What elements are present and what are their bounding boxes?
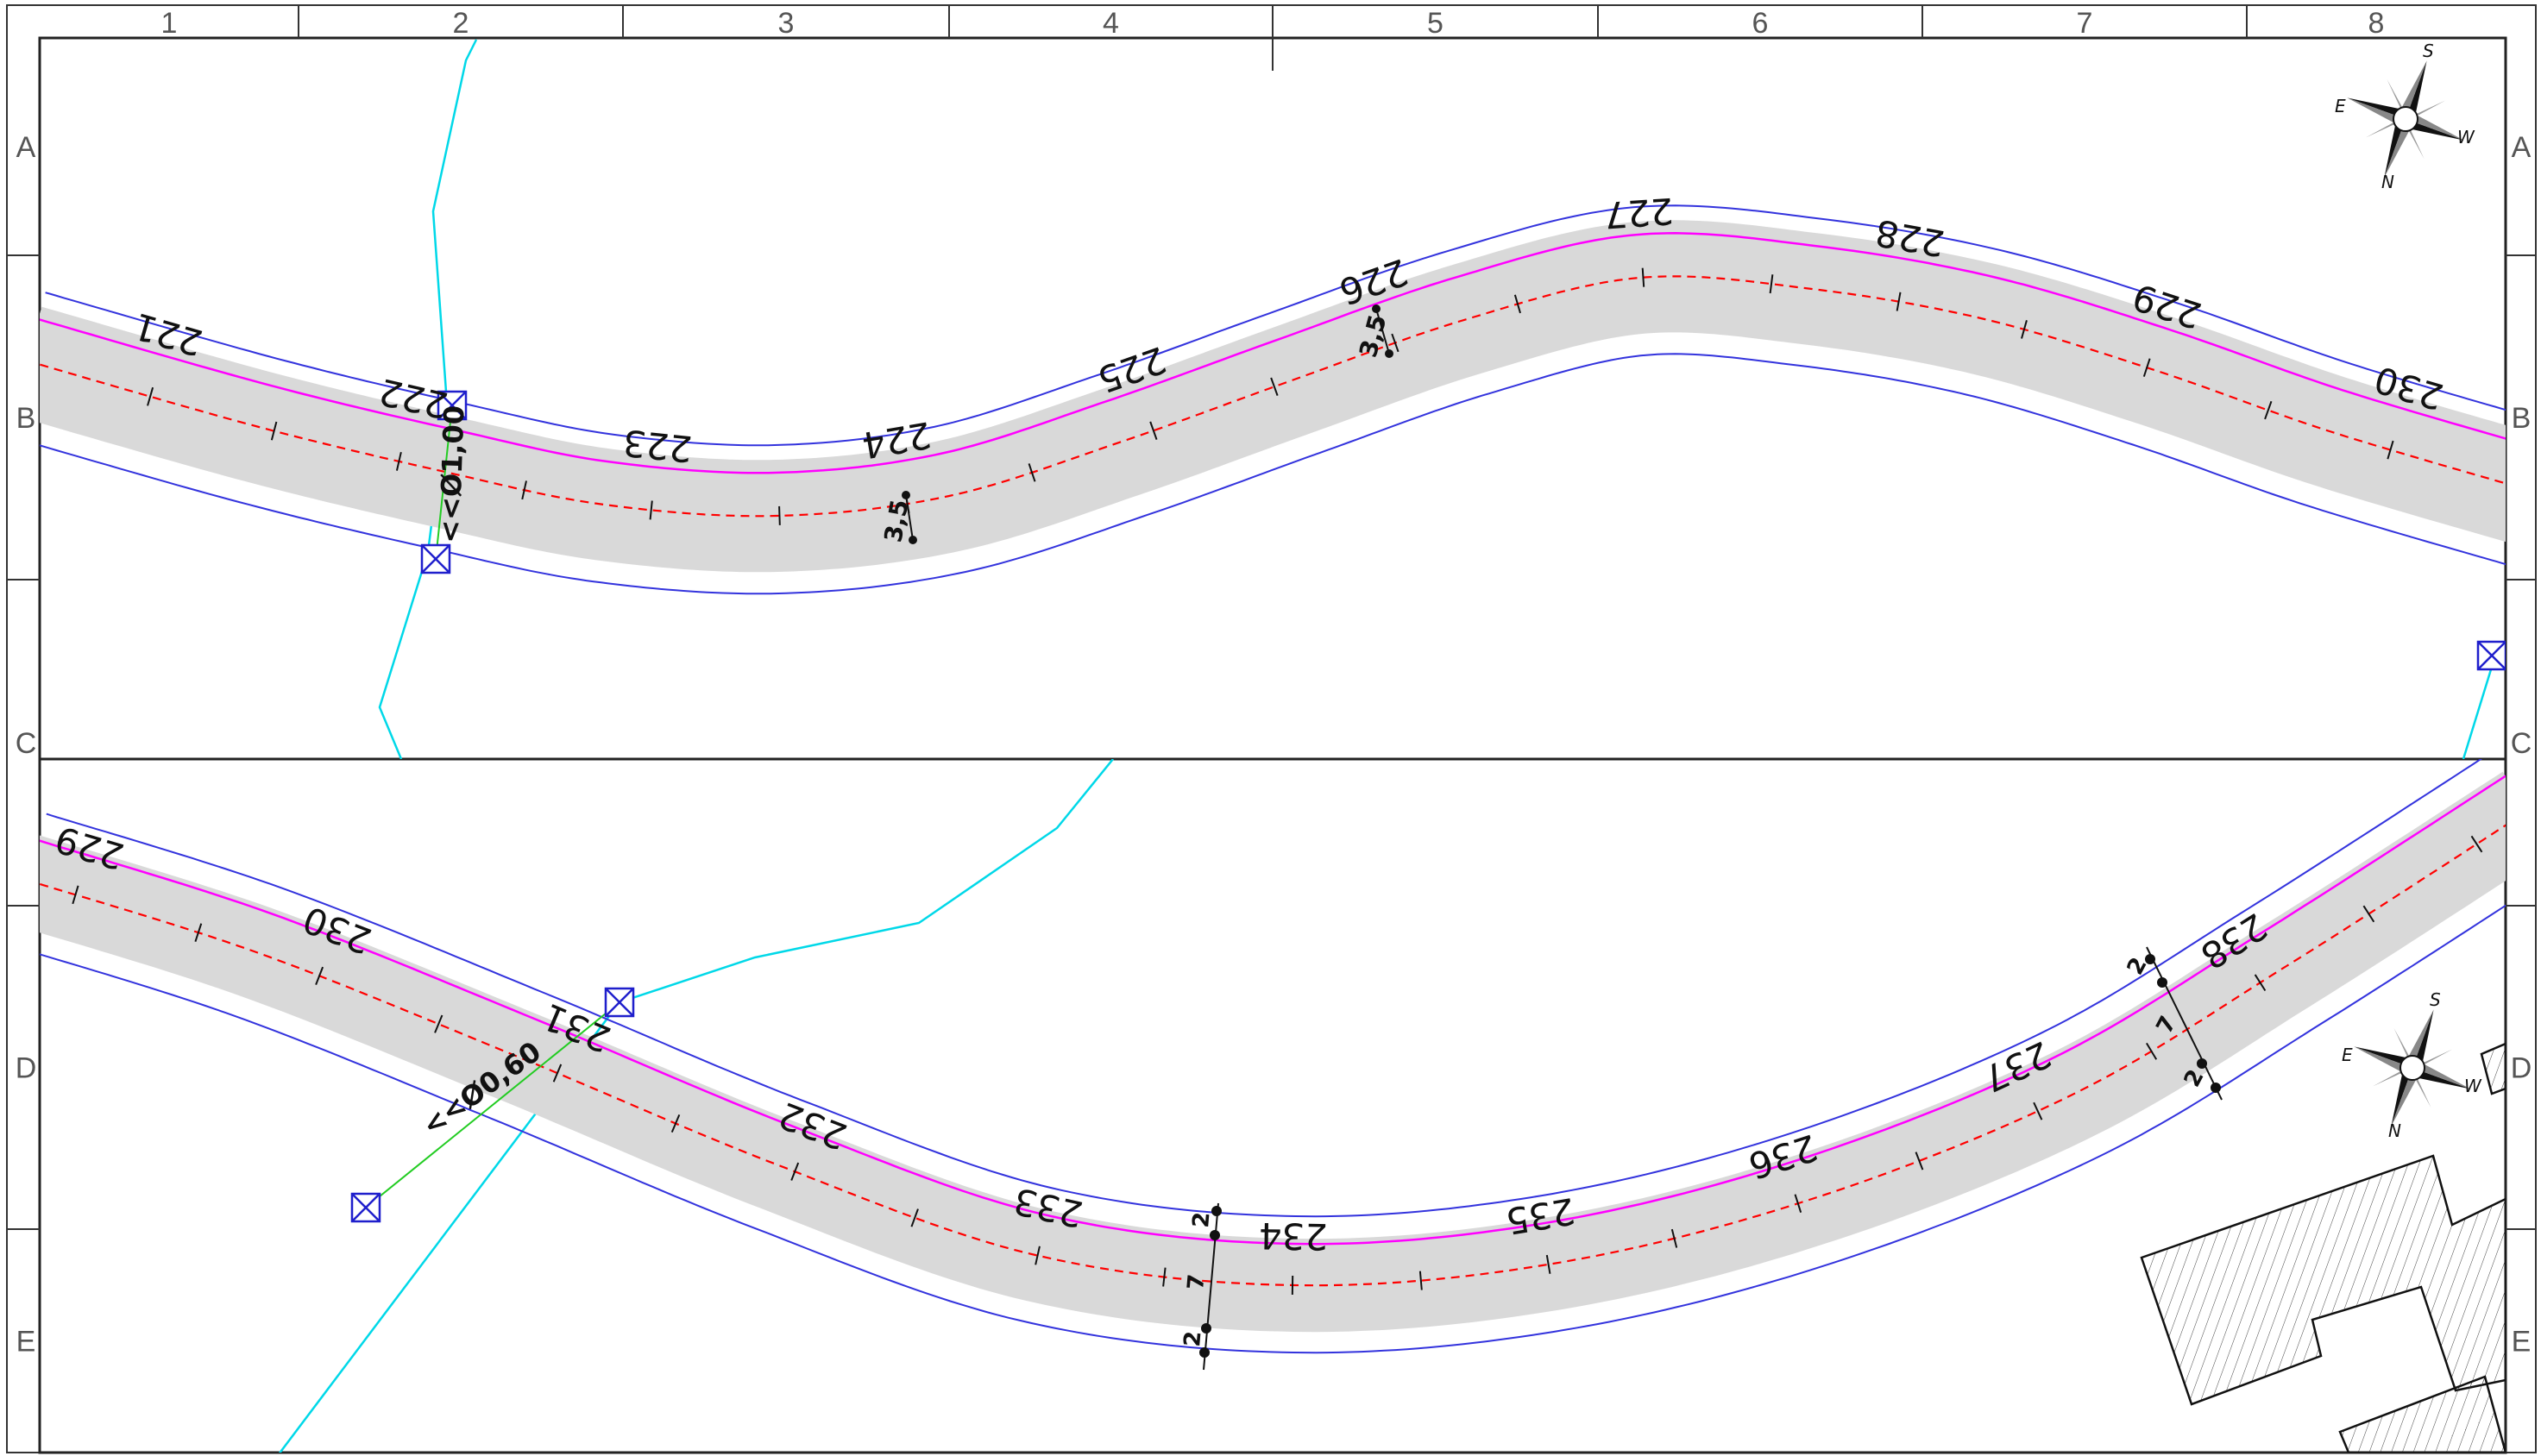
culvert-top <box>435 405 453 560</box>
svg-text:S: S <box>2430 989 2441 1010</box>
grid-row-label: D <box>16 1052 37 1085</box>
grid-column-label: 3 <box>778 7 795 40</box>
road-edge-line-top <box>40 232 2506 474</box>
grid-row-label: B <box>16 402 36 435</box>
manhole-icon[interactable] <box>420 543 451 574</box>
station-ticks-bottom <box>72 835 2483 1295</box>
grid-row-label: B <box>2512 402 2532 435</box>
grid-row-label: C <box>16 727 37 760</box>
width-label: 7 <box>1183 1273 1210 1291</box>
offset-line-top-lower <box>40 353 2506 595</box>
grid-row-label: E <box>2512 1326 2532 1359</box>
manhole-icon[interactable] <box>350 1192 381 1223</box>
svg-text:W: W <box>2457 127 2475 147</box>
cross-section-marker-1 <box>1199 1202 1222 1371</box>
offset-line-bottom-upper <box>46 759 2483 1218</box>
station-label: 227 <box>1603 190 1675 236</box>
culvert-bottom <box>365 1001 620 1208</box>
water-line-top-b <box>2462 655 2497 759</box>
compass-icon: S E W N <box>2335 41 2475 192</box>
pipe-label-top: <<Ø1,00 <box>433 405 471 543</box>
grid-column-label: 5 <box>1427 7 1443 40</box>
svg-text:N: N <box>2388 1120 2401 1141</box>
compass-icon: S E W N <box>2342 989 2482 1141</box>
manhole-icon[interactable] <box>2476 640 2506 671</box>
grid-column-label: 4 <box>1103 7 1119 40</box>
manhole-icon[interactable] <box>604 987 635 1018</box>
grid-column-label: 2 <box>453 7 469 40</box>
offset-line-bottom-lower <box>40 904 2506 1354</box>
plan-panel-top <box>40 39 2506 759</box>
grid-column-label: 1 <box>161 7 178 40</box>
grid-row-label: A <box>2512 131 2532 164</box>
grid-column-label: 8 <box>2368 7 2385 40</box>
svg-text:N: N <box>2381 172 2394 192</box>
building-footprints <box>2140 1042 2506 1453</box>
cross-section-marker-2 <box>2145 946 2223 1101</box>
centerline-top <box>40 275 2506 518</box>
grid-column-labels: 1 2 3 4 5 6 7 8 <box>161 7 2385 40</box>
svg-text:E: E <box>2342 1045 2353 1065</box>
svg-text:S: S <box>2423 41 2434 61</box>
centerline-bottom <box>40 824 2506 1287</box>
station-label: 223 <box>621 421 695 470</box>
grid-row-label: D <box>2511 1052 2532 1085</box>
sheet-frame <box>6 4 2537 1454</box>
grid-row-label: E <box>16 1326 36 1359</box>
plan-panel-bottom <box>40 759 2506 1453</box>
grid-column-label: 7 <box>2077 7 2093 40</box>
offset-dimension-2 <box>1372 304 1393 358</box>
grid-row-label: A <box>16 131 36 164</box>
width-label: 2 <box>1188 1211 1215 1229</box>
station-label: 234 <box>1258 1214 1328 1258</box>
grid-column-label: 6 <box>1752 7 1769 40</box>
svg-text:E: E <box>2335 96 2346 116</box>
carriageway-bottom <box>40 771 2506 1333</box>
offset-dimension-1 <box>902 491 917 544</box>
grid-row-labels: A A B B C C D D E E <box>16 131 2532 1359</box>
width-label: 2 <box>1179 1330 1206 1348</box>
grid-row-label: C <box>2511 727 2532 760</box>
road-edge-line-bottom <box>40 775 2506 1246</box>
svg-text:W: W <box>2464 1076 2482 1096</box>
offset-line-top-upper <box>45 204 2506 447</box>
